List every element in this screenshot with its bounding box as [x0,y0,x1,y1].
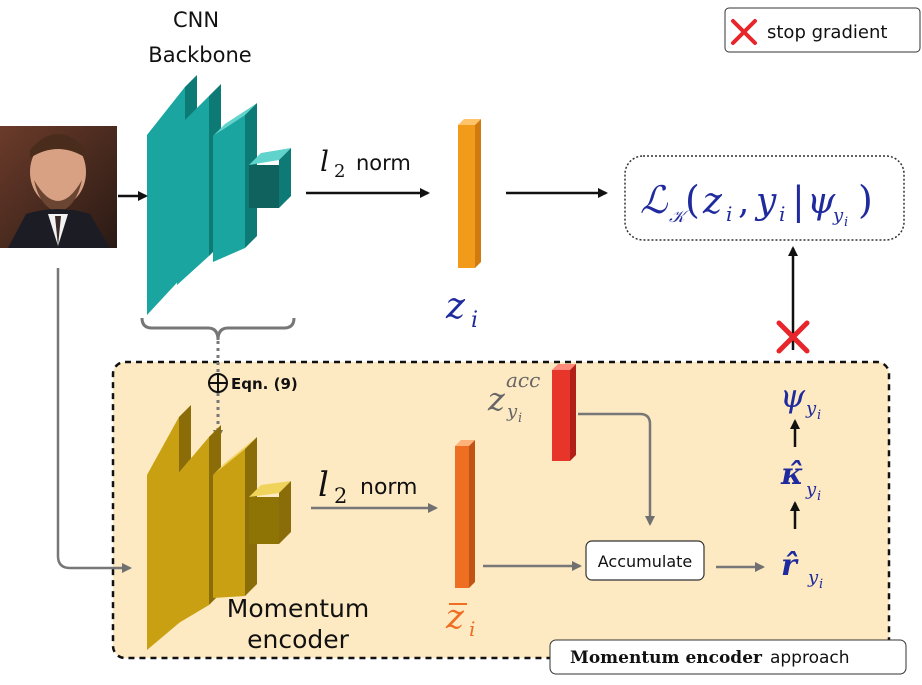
top-norm-word: norm [356,151,411,175]
momentum-encoder-block [147,405,291,650]
approach-tag-bold: Momentum encoder [570,648,763,668]
loss-psi: ψ [807,181,836,222]
stop-gradient-x-icon [731,19,757,45]
loss-psi-sub-y: y [832,205,844,226]
loss-bar: | [792,179,805,223]
zacc-label-sub-i: i [518,411,522,426]
approach-tag [549,639,907,675]
loss-open-paren: ( [685,178,700,222]
r-sub-y: y [807,567,819,588]
loss-close-paren: ) [858,178,873,222]
kappa-label: κ̂ [780,457,804,492]
bottom-norm-word: norm [360,475,418,500]
eqn-label: Eqn. (9) [231,375,298,393]
cnn-backbone [147,75,291,315]
top-norm-l: l [320,145,329,178]
loss-z: z [702,181,723,222]
loss-script-K: 𝒦 [669,207,690,227]
zbar-feature-bar [455,440,475,588]
zi-label: z [445,286,466,327]
loss-box [624,155,905,241]
zbar-label-sub: i [469,617,475,641]
psi-sub-i: i [817,408,821,423]
zacc-label-sup: acc [506,368,540,392]
loss-formula: ℒ 𝒦 ( z i , y i | ψ y i ) [640,178,873,230]
accumulate-box [585,540,705,581]
momentum-encoder-line2: encoder [247,625,350,654]
top-norm-sub: 2 [334,161,345,182]
approach-tag-normal: approach [770,648,850,668]
momentum-encoder-line1: Momentum [227,594,369,623]
kappa-sub-y: y [805,479,817,500]
loss-script-L: ℒ [640,178,669,222]
zacc-feature-bar [552,364,576,461]
loss-comma: , [738,181,749,222]
accumulate-label: Accumulate [598,552,693,571]
zacc-label: z [487,380,506,418]
input-face-image [0,126,117,248]
bottom-norm-sub: 2 [334,484,347,508]
zi-feature-bar [458,119,481,268]
loss-psi-sub-i: i [844,215,848,230]
zacc-label-sub-y: y [506,401,518,422]
bottom-norm-l: l [318,465,329,505]
psi-label: ψ [780,377,806,415]
stop-gradient-legend: stop gradient [724,7,921,53]
arrow-zacc-to-accumulate [578,412,655,526]
kappa-sub-i: i [817,489,821,504]
cnn-title-line1: CNN [173,8,219,32]
legend-label: stop gradient [767,22,887,43]
cnn-title-line2: Backbone [148,43,251,67]
r-sub-i: i [819,577,823,592]
psi-sub-y: y [805,398,817,419]
approach-tag-text: Momentum encoder approach [570,648,850,668]
oplus-icon [208,373,228,393]
arrow-input-to-momentum [56,268,132,573]
momentum-panel [111,360,891,660]
backbone-brace [140,317,296,341]
zi-label-sub: i [471,308,478,333]
loss-y: y [754,181,777,222]
stop-gradient-marker-icon [776,320,810,354]
r-label: r̂ [781,548,799,583]
zbar-label: z [445,597,465,637]
loss-y-sub: i [779,202,785,226]
loss-z-sub: i [726,202,732,226]
